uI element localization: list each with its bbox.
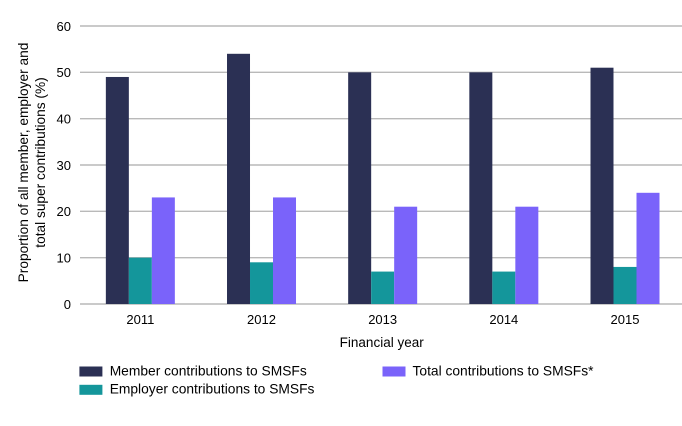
svg-text:2014: 2014 xyxy=(489,312,518,327)
svg-text:20: 20 xyxy=(57,204,71,219)
svg-text:Employer contributions to SMSF: Employer contributions to SMSFs xyxy=(110,382,315,397)
svg-text:60: 60 xyxy=(57,19,71,34)
svg-text:2011: 2011 xyxy=(126,312,154,327)
svg-text:2012: 2012 xyxy=(247,312,276,327)
svg-text:50: 50 xyxy=(57,65,71,80)
svg-text:Total contributions to SMSFs*: Total contributions to SMSFs* xyxy=(413,363,595,378)
svg-text:Proportion of all member, empl: Proportion of all member, employer and to… xyxy=(16,43,48,283)
svg-text:2015: 2015 xyxy=(611,312,640,327)
svg-text:0: 0 xyxy=(64,297,71,312)
svg-text:10: 10 xyxy=(57,251,71,266)
svg-text:30: 30 xyxy=(57,158,71,173)
svg-text:40: 40 xyxy=(57,112,71,127)
svg-text:Member contributions to SMSFs: Member contributions to SMSFs xyxy=(110,363,307,378)
svg-text:Financial year: Financial year xyxy=(340,335,425,350)
svg-text:2013: 2013 xyxy=(368,312,397,327)
